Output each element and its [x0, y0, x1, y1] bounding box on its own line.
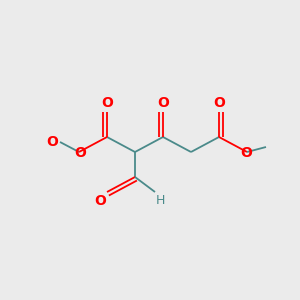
Text: O: O	[46, 135, 58, 149]
Text: H: H	[156, 194, 165, 207]
Text: O: O	[157, 96, 169, 110]
Text: O: O	[213, 96, 225, 110]
Text: O: O	[240, 146, 252, 160]
Text: O: O	[101, 96, 113, 110]
Text: O: O	[94, 194, 106, 208]
Text: O: O	[74, 146, 86, 160]
